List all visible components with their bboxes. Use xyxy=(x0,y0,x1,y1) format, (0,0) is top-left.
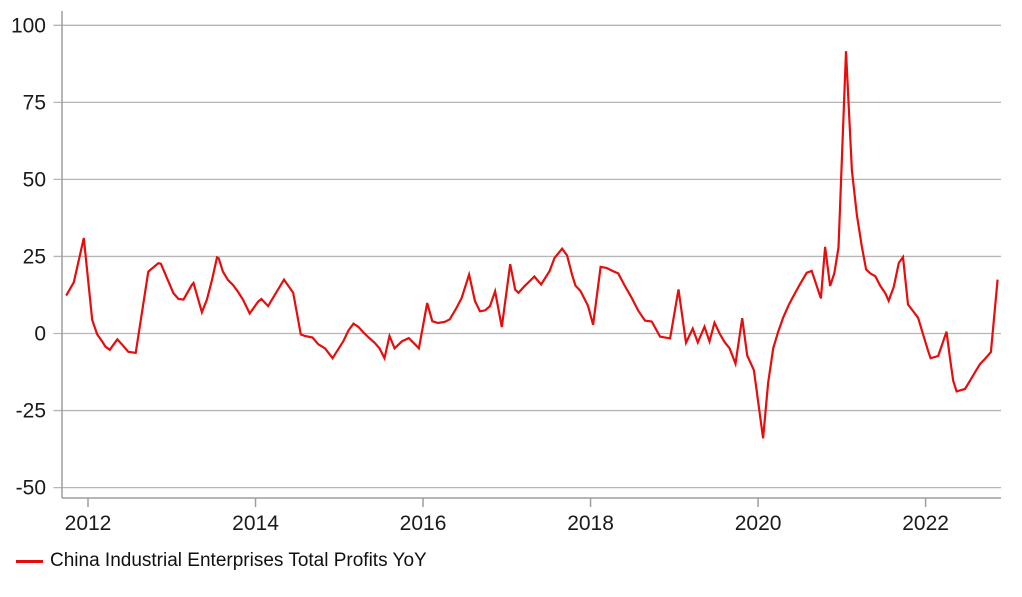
y-tick-label: 100 xyxy=(11,14,46,37)
y-tick-label: 25 xyxy=(23,245,46,268)
x-tick-label: 2018 xyxy=(567,512,614,535)
y-tick-label: -50 xyxy=(16,477,46,500)
y-tick-label: -25 xyxy=(16,400,46,423)
x-tick-label: 2020 xyxy=(735,512,782,535)
y-tick-label: 75 xyxy=(23,91,46,114)
legend-label: China Industrial Enterprises Total Profi… xyxy=(50,550,427,571)
y-tick-label: 50 xyxy=(23,168,46,191)
x-tick-label: 2014 xyxy=(232,512,279,535)
legend: China Industrial Enterprises Total Profi… xyxy=(16,550,427,572)
x-tick-label: 2012 xyxy=(65,512,112,535)
x-tick-label: 2016 xyxy=(400,512,447,535)
x-tick-label: 2022 xyxy=(902,512,949,535)
y-tick-label: 0 xyxy=(34,323,46,346)
legend-line-swatch xyxy=(16,559,43,563)
series-line xyxy=(65,51,999,439)
